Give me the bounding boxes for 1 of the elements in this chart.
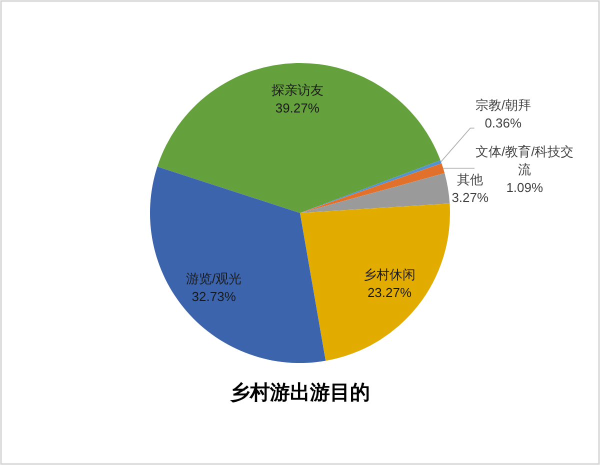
title: 乡村游出游目的 bbox=[230, 382, 370, 404]
